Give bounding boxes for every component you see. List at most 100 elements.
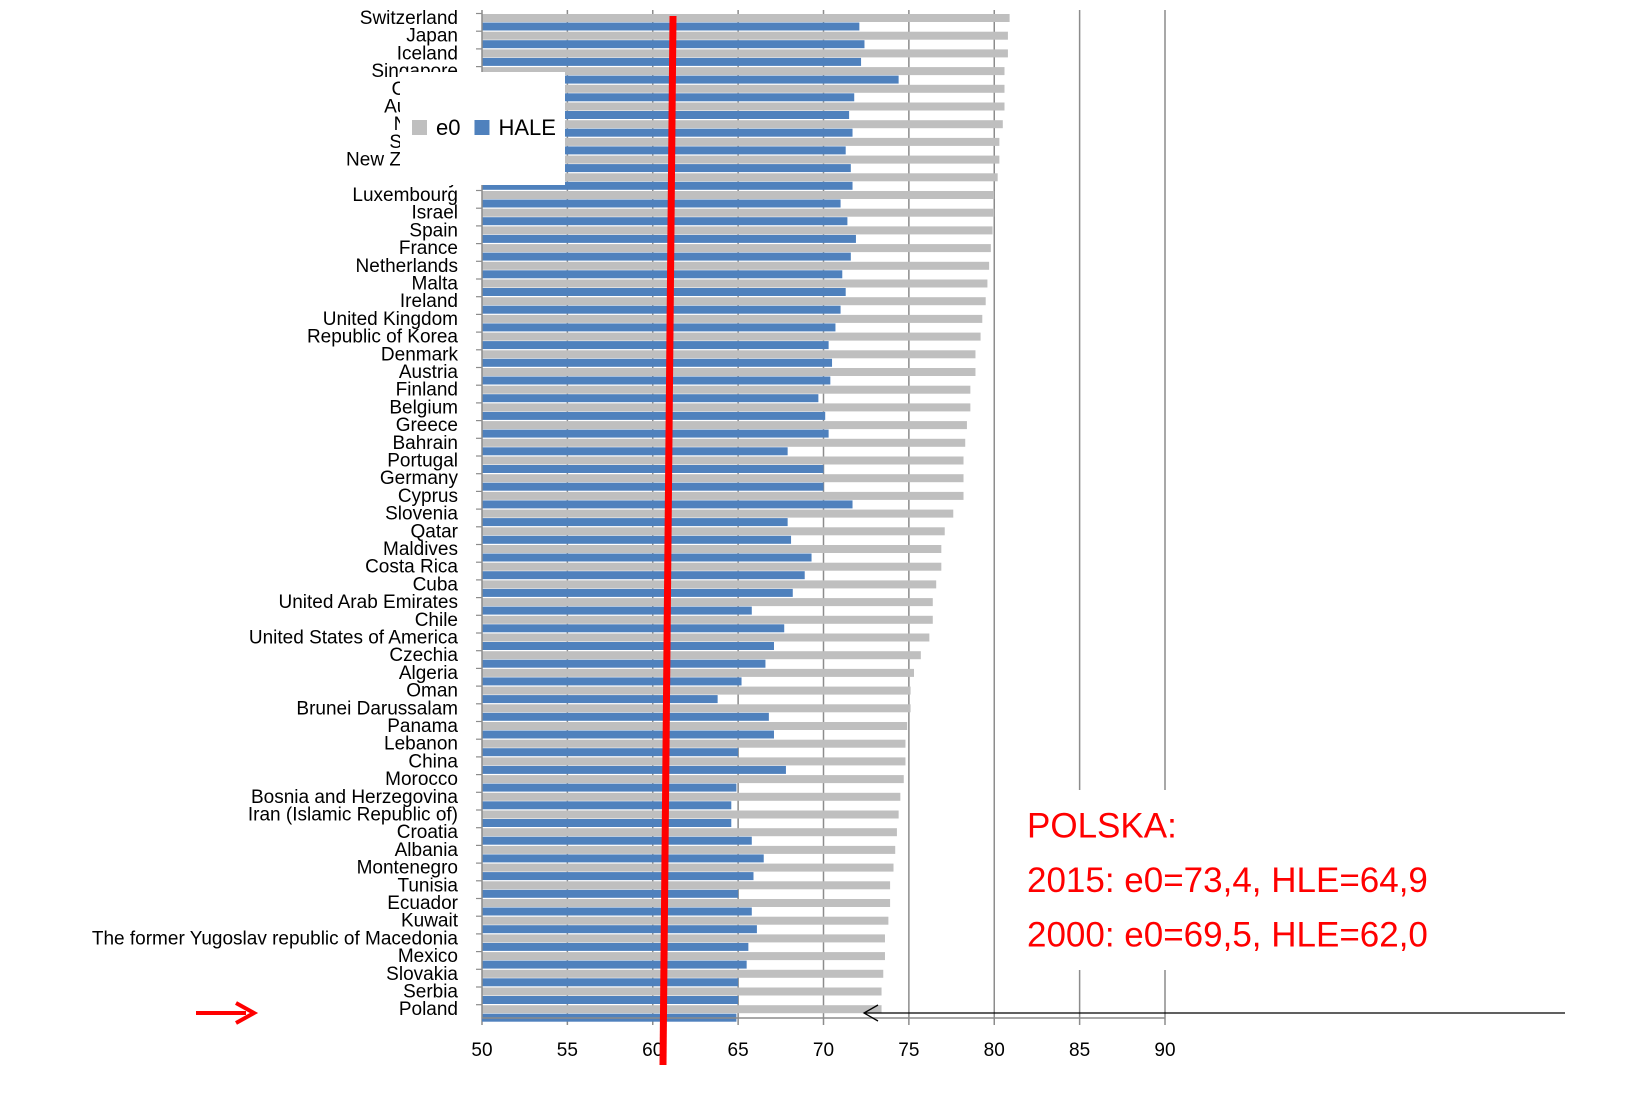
bar bbox=[482, 358, 833, 367]
bar bbox=[482, 421, 967, 430]
bar bbox=[482, 1005, 882, 1014]
y-tick-label: Belgium bbox=[389, 397, 458, 418]
x-tick-label: 70 bbox=[813, 1040, 834, 1061]
bar bbox=[482, 314, 983, 323]
y-tick-label: Algeria bbox=[399, 663, 459, 684]
y-tick-label: Israel bbox=[412, 203, 458, 224]
y-tick-label: Bahrain bbox=[393, 433, 459, 454]
bar bbox=[482, 757, 906, 766]
bar bbox=[482, 226, 993, 235]
y-tick-label: United Kingdom bbox=[323, 309, 458, 330]
bar bbox=[482, 960, 747, 969]
x-tick-label: 90 bbox=[1154, 1040, 1175, 1061]
y-tick-label: Albania bbox=[395, 840, 459, 861]
bar bbox=[482, 969, 884, 978]
y-tick-label: Slovakia bbox=[386, 964, 458, 985]
bar bbox=[482, 535, 792, 544]
y-tick-label: Panama bbox=[387, 716, 458, 737]
bar bbox=[482, 562, 942, 571]
bar bbox=[482, 350, 976, 359]
legend-label: e0 bbox=[436, 115, 460, 140]
bar bbox=[482, 792, 901, 801]
x-tick-label: 75 bbox=[898, 1040, 919, 1061]
bar bbox=[482, 465, 824, 473]
bar bbox=[482, 916, 889, 925]
bar bbox=[482, 84, 1005, 93]
bar bbox=[482, 137, 1000, 146]
bar bbox=[482, 952, 885, 961]
y-tick-label: China bbox=[408, 751, 458, 772]
bar bbox=[482, 863, 894, 872]
bar bbox=[482, 518, 788, 527]
bar bbox=[482, 775, 904, 784]
bar bbox=[482, 491, 964, 500]
bar bbox=[482, 252, 851, 261]
bar bbox=[482, 305, 841, 314]
y-tick-label: Tunisia bbox=[397, 875, 458, 896]
x-tick-label: 60 bbox=[642, 1040, 663, 1061]
bar bbox=[482, 942, 749, 951]
bar bbox=[482, 297, 986, 306]
y-tick-label: Finland bbox=[396, 380, 458, 401]
y-tick-label: Slovenia bbox=[385, 504, 458, 525]
bar bbox=[482, 881, 891, 890]
bar bbox=[482, 75, 899, 84]
bar bbox=[482, 279, 988, 288]
bar bbox=[482, 456, 964, 465]
bar bbox=[482, 385, 971, 394]
bar bbox=[482, 49, 1008, 58]
bar bbox=[482, 783, 737, 792]
bar bbox=[482, 482, 824, 491]
bar bbox=[482, 509, 954, 518]
y-tick-label: United Arab Emirates bbox=[278, 592, 458, 613]
x-tick-label: 50 bbox=[471, 1040, 492, 1061]
y-tick-label: Mexico bbox=[398, 946, 458, 967]
bar bbox=[482, 191, 995, 199]
bar bbox=[482, 394, 819, 403]
bar bbox=[482, 146, 846, 155]
bar bbox=[482, 615, 933, 624]
bar bbox=[482, 368, 976, 376]
bar bbox=[482, 686, 911, 695]
y-tick-label: Ecuador bbox=[387, 893, 458, 914]
bar bbox=[482, 624, 785, 633]
x-tick-label: 80 bbox=[984, 1040, 1005, 1061]
y-tick-label: Oman bbox=[406, 681, 458, 702]
bar bbox=[482, 810, 899, 819]
annotation: POLSKA: bbox=[1027, 806, 1177, 845]
y-tick-label: Croatia bbox=[397, 822, 459, 843]
legend-label: HALE bbox=[498, 115, 555, 140]
y-tick-label: Portugal bbox=[387, 451, 458, 472]
pointer-arrow-head bbox=[862, 1004, 879, 1022]
y-tick-label: Morocco bbox=[385, 769, 458, 790]
y-tick-label: Serbia bbox=[403, 982, 458, 1003]
bar bbox=[482, 438, 966, 447]
red-arrow-head bbox=[235, 1001, 259, 1025]
bar bbox=[482, 199, 841, 208]
y-tick-label: Netherlands bbox=[356, 256, 458, 277]
bar bbox=[482, 598, 933, 607]
bar bbox=[482, 164, 851, 173]
y-tick-label: Ireland bbox=[400, 291, 458, 312]
y-tick-label: Qatar bbox=[410, 521, 458, 542]
bar bbox=[482, 872, 754, 881]
bar bbox=[482, 642, 774, 650]
bar bbox=[482, 111, 850, 119]
bar bbox=[482, 208, 995, 217]
y-tick-label: Bosnia and Herzegovina bbox=[251, 787, 458, 808]
bar bbox=[482, 765, 786, 774]
bar bbox=[482, 217, 848, 226]
bar bbox=[482, 712, 769, 721]
bar bbox=[482, 545, 942, 553]
y-tick-label: Cuba bbox=[413, 574, 459, 595]
bar bbox=[482, 120, 1003, 129]
y-tick-label: Kuwait bbox=[401, 911, 459, 932]
y-tick-label: The former Yugoslav republic of Macedoni… bbox=[92, 928, 459, 949]
annotation-box bbox=[1020, 790, 1500, 970]
reference-line bbox=[659, 15, 677, 1066]
y-tick-label: Denmark bbox=[381, 344, 459, 365]
x-tick-label: 65 bbox=[728, 1040, 749, 1061]
bar bbox=[482, 527, 945, 536]
